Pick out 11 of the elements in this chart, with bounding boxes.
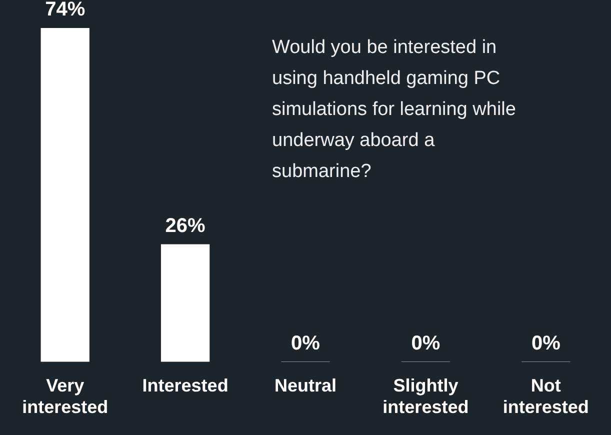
x-tick-label: Slightly interested	[382, 376, 469, 418]
x-tick-label: Not interested	[502, 376, 589, 418]
data-label: 0%	[411, 332, 440, 354]
data-label: 74%	[45, 0, 86, 21]
x-tick-label: Neutral	[274, 376, 337, 396]
x-tick-label: Interested	[142, 376, 228, 396]
x-tick-label: Very interested	[22, 376, 108, 418]
data-label: 0%	[291, 332, 320, 354]
data-label: 26%	[165, 215, 206, 238]
data-label: 0%	[531, 332, 561, 354]
text: Would you be interested in using handheld gaming PC simulations for learning while underway aboard a submarine?	[272, 36, 517, 184]
